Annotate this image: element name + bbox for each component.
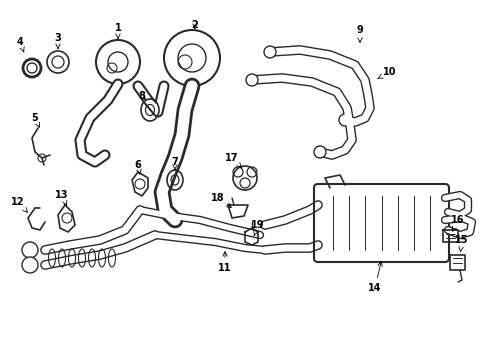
Text: 4: 4	[17, 37, 24, 52]
Text: 2: 2	[192, 20, 198, 30]
Text: 11: 11	[218, 252, 232, 273]
Circle shape	[264, 46, 276, 58]
Text: 12: 12	[11, 197, 27, 212]
Text: 7: 7	[172, 157, 178, 170]
Text: 18: 18	[211, 193, 231, 207]
Text: 16: 16	[451, 215, 465, 231]
Circle shape	[339, 114, 351, 126]
Text: 3: 3	[54, 33, 61, 49]
Circle shape	[314, 146, 326, 158]
Text: 19: 19	[251, 220, 265, 235]
Text: 8: 8	[139, 91, 146, 101]
Circle shape	[22, 257, 38, 273]
Text: 9: 9	[357, 25, 364, 42]
Text: 10: 10	[378, 67, 397, 78]
Text: 1: 1	[115, 23, 122, 39]
Text: 17: 17	[225, 153, 242, 168]
Circle shape	[246, 74, 258, 86]
Text: 6: 6	[135, 160, 142, 174]
Text: 14: 14	[368, 262, 382, 293]
Circle shape	[22, 242, 38, 258]
Text: 15: 15	[455, 235, 469, 251]
Text: 13: 13	[55, 190, 69, 206]
Text: 5: 5	[32, 113, 40, 127]
